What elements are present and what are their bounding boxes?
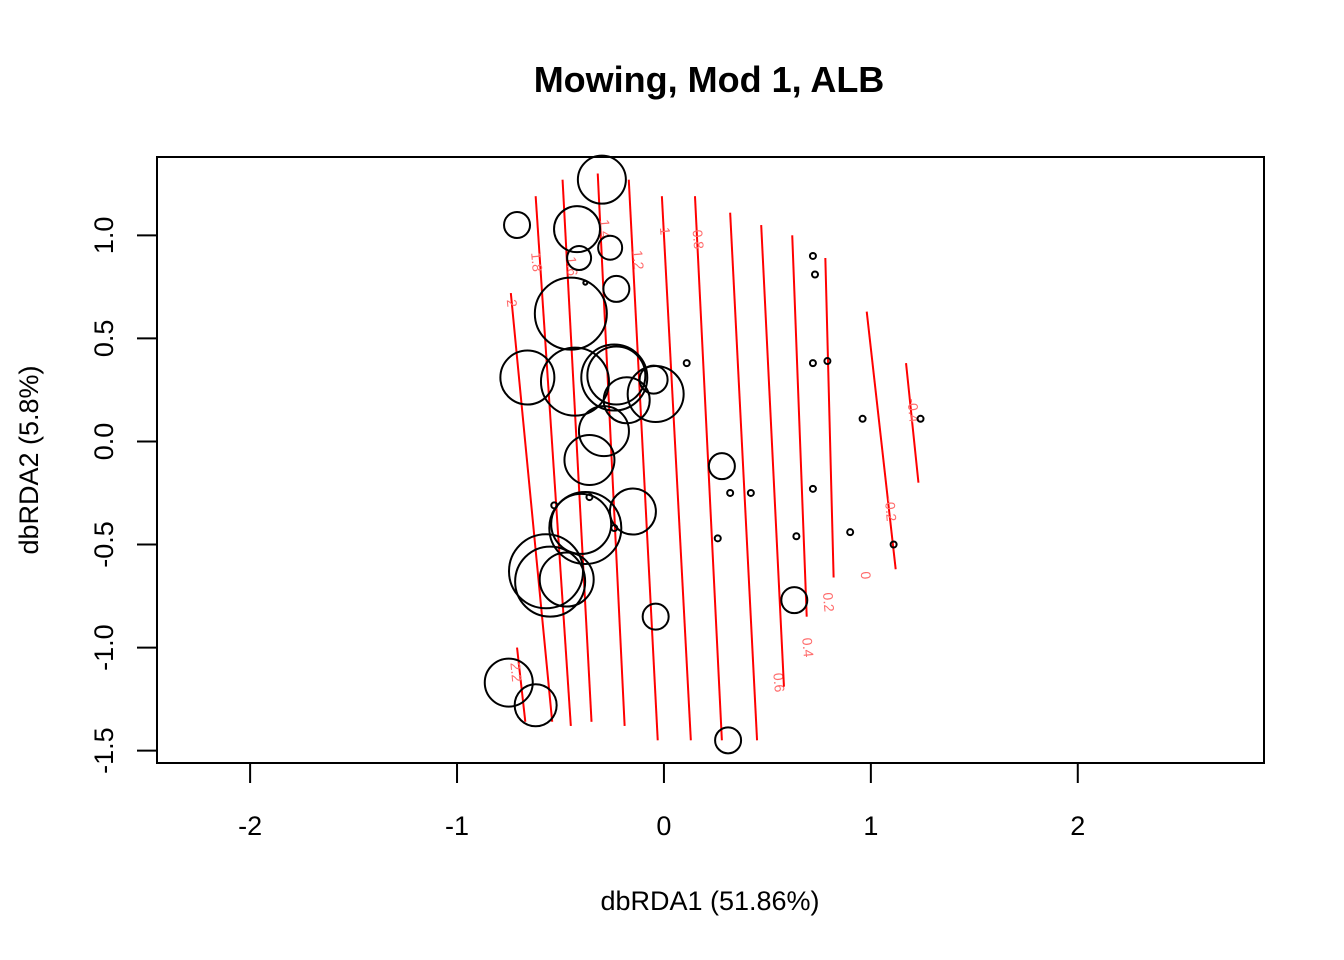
x-tick-label: 0 [656,811,671,841]
data-point [641,602,670,631]
data-point [808,359,817,368]
contour-label: 1 [657,227,674,236]
x-tick-label: -1 [445,811,469,841]
contour-line [824,257,835,578]
data-point [580,343,649,412]
data-point [577,405,630,458]
x-tick-label: 2 [1070,811,1085,841]
y-tick-label: -1.0 [89,624,119,671]
data-point [513,683,558,728]
data-point [713,534,722,543]
data-point [846,528,855,537]
x-axis: -2 -1 0 1 2 [238,762,1085,841]
chart-title: Mowing, Mod 1, ALB [534,59,885,100]
data-point [553,205,602,254]
data-point [707,452,736,481]
y-axis-label: dbRDA2 (5.8%) [14,365,44,554]
contour-label: -0.4 [905,398,923,424]
data-point [823,357,832,366]
data-point [538,551,595,608]
contour-line [516,647,527,722]
data-point [597,234,624,261]
contour-label: 1.4 [596,219,614,240]
contour-line [729,212,759,741]
contour-label: 0.2 [820,592,838,613]
data-point [503,211,532,240]
data-point [533,276,608,351]
data-point [514,545,587,618]
data-point [602,274,631,303]
contour-line [561,179,593,722]
contour-line [534,196,572,726]
data-point [566,245,593,271]
y-tick-label: 0.5 [89,320,119,358]
data-point [810,270,819,279]
contour-line [865,311,897,570]
contour-line [660,196,692,741]
data-point [808,251,817,260]
data-point [539,346,610,417]
data-point [548,491,623,566]
contour-label: 0.4 [799,637,817,658]
data-point [889,540,898,549]
contour-layer: 2.2 2 1.8 1.6 1.4 1.2 1 0.8 0.6 0.4 0.2 0 -0.2 -0.4 [504,173,923,741]
contour-line [596,173,626,726]
contour-label: 2.2 [507,662,525,683]
y-tick-label: -1.5 [89,727,119,774]
data-point [608,487,657,536]
data-point [483,657,534,708]
contour-line [509,292,554,722]
contour-label: 1.2 [630,250,648,271]
y-axis: -1.5 -1.0 -0.5 0.0 0.5 1.0 [89,217,158,774]
contour-label: 1.6 [563,256,581,277]
data-point [746,488,755,497]
data-point [916,414,925,423]
data-point [499,349,556,406]
contour-line [627,179,659,741]
x-tick-label: 1 [863,811,878,841]
y-tick-label: 0.0 [89,423,119,461]
contour-label: 1.8 [528,252,546,273]
contour-line [760,224,785,687]
data-point [626,365,685,424]
data-point [780,586,809,615]
data-point [586,345,647,406]
x-axis-label: dbRDA1 (51.86%) [600,886,819,916]
data-point [576,154,627,205]
contour-label: 0 [858,571,875,580]
data-point [792,532,801,541]
contour-label: 0.8 [690,229,708,250]
data-point [550,492,613,555]
contour-label: -0.2 [882,497,900,523]
data-point [714,726,743,755]
data-point [638,364,669,395]
y-tick-label: -0.5 [89,521,119,568]
y-tick-label: 1.0 [89,217,119,255]
data-point [808,484,817,493]
data-point [563,434,616,486]
data-point [858,414,867,423]
x-tick-label: -2 [238,811,262,841]
contour-label: 0.6 [770,672,788,693]
contour-line [905,363,920,483]
points-layer [483,154,925,755]
contour-label: 2 [504,299,521,308]
data-point [610,524,619,533]
data-point [726,488,735,497]
data-point [602,376,651,425]
data-point [682,359,691,368]
contour-line [791,235,808,617]
